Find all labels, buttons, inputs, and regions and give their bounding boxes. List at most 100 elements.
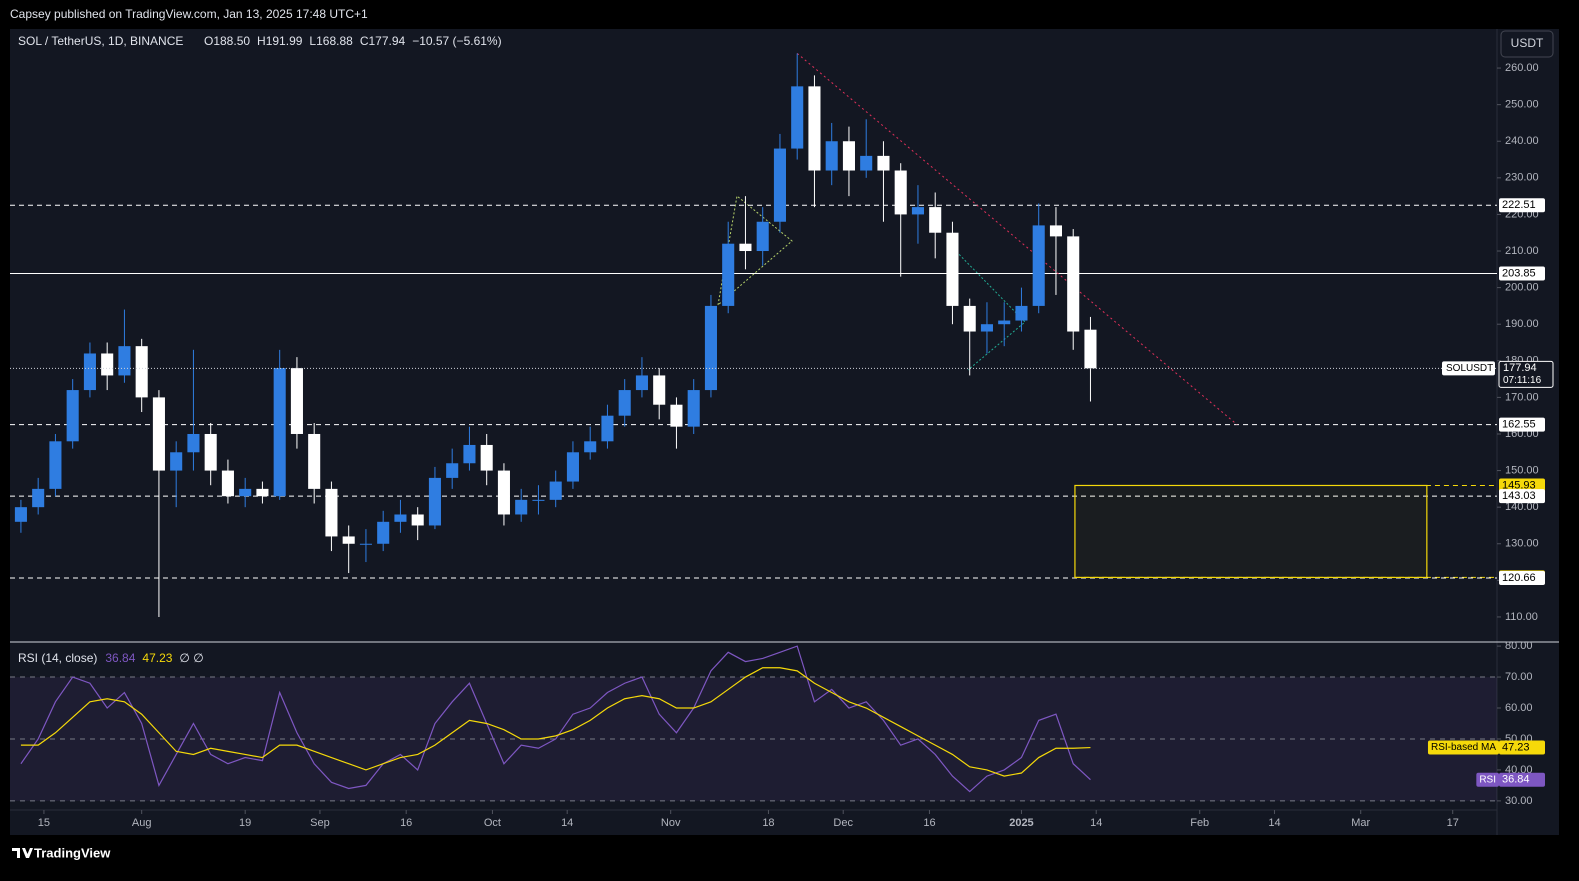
x-tick-label: 14 <box>1090 817 1102 829</box>
candle-body <box>256 488 269 497</box>
candle-body <box>687 390 700 427</box>
y-tick-label: 240.00 <box>1505 135 1539 147</box>
symbol: SOLUSDT <box>1446 363 1493 374</box>
indicator-value: 36.84 <box>105 651 135 665</box>
candle-body <box>394 514 407 522</box>
symbol-box <box>1442 361 1495 376</box>
level-label-box <box>1499 489 1545 504</box>
legend-value: H191.99 <box>257 34 303 48</box>
level-label: 162.55 <box>1502 419 1536 431</box>
level-label-box <box>1499 478 1545 493</box>
legend-value: −10.57 (−5.61%) <box>412 34 501 48</box>
candle-body <box>998 320 1011 325</box>
y-tick-label: 190.00 <box>1505 318 1539 330</box>
y-tick-label: 230.00 <box>1505 172 1539 184</box>
candle-body <box>1049 225 1062 237</box>
candle-body <box>825 141 838 171</box>
y-tick-label: 260.00 <box>1505 62 1539 74</box>
x-tick-label: 14 <box>561 817 573 829</box>
y-tick-label: 170.00 <box>1505 391 1539 403</box>
level-label-box <box>1499 570 1545 585</box>
level-label: 120.66 <box>1502 572 1536 584</box>
series-name: RSI <box>1479 774 1496 785</box>
currency: USDT <box>1511 36 1544 50</box>
candle-body <box>601 415 614 442</box>
series-value: 47.23 <box>1502 741 1530 753</box>
chart-title: SOL / TetherUS, 1D, BINANCE <box>18 34 183 48</box>
series-value-box <box>1499 772 1545 787</box>
candle-body <box>584 441 597 453</box>
candle-body <box>773 148 786 222</box>
x-tick-label: Feb <box>1190 817 1209 829</box>
y-tick-label: 210.00 <box>1505 245 1539 257</box>
candle-body <box>428 477 441 526</box>
x-tick-label: 15 <box>38 817 50 829</box>
candle-body <box>1084 329 1097 369</box>
indicator-value: 47.23 <box>142 651 172 665</box>
x-tick-label: 2025 <box>1009 817 1033 829</box>
y-tick-label: 130.00 <box>1505 538 1539 550</box>
candle-body <box>532 499 545 501</box>
series-name: RSI-based MA <box>1431 742 1496 753</box>
y-tick-label: 80.00 <box>1505 640 1533 652</box>
series-value: 36.84 <box>1502 774 1530 786</box>
x-tick-label: Aug <box>132 817 152 829</box>
candle-body <box>946 232 959 306</box>
candle-body <box>618 390 631 416</box>
legend-value: O188.50 <box>204 34 250 48</box>
x-tick-label: Nov <box>661 817 681 829</box>
candle-body <box>515 499 528 515</box>
x-tick-label: 16 <box>400 817 412 829</box>
candle-body <box>894 170 907 215</box>
y-tick-label: 150.00 <box>1505 464 1539 476</box>
brand-logo <box>12 848 33 858</box>
x-tick-label: 16 <box>923 817 935 829</box>
candle-body <box>66 390 79 442</box>
candle-body <box>635 375 648 391</box>
candle-body <box>170 452 183 471</box>
candle-body <box>1067 236 1080 332</box>
x-tick-label: Dec <box>833 817 853 829</box>
candle-body <box>221 470 234 497</box>
y-tick-label: 30.00 <box>1505 795 1533 807</box>
candle-body <box>497 470 510 515</box>
price-box <box>1498 360 1554 388</box>
candle-body <box>980 324 993 332</box>
series-line <box>20 645 1091 793</box>
level-label-box <box>1499 417 1545 432</box>
level-label: 222.51 <box>1502 199 1536 211</box>
x-tick-label: 14 <box>1268 817 1280 829</box>
candle-body <box>1015 305 1028 321</box>
candle-body <box>411 514 424 526</box>
y-tick-label: 140.00 <box>1505 501 1539 513</box>
currency-button[interactable] <box>1500 30 1554 58</box>
candle-body <box>135 346 148 398</box>
candle-body <box>152 397 165 471</box>
level-label: 203.85 <box>1502 267 1536 279</box>
level-label-box <box>1499 198 1545 213</box>
candle-body <box>83 353 96 391</box>
candle-body <box>32 488 45 508</box>
series-line <box>20 667 1091 777</box>
candle-body <box>566 452 579 482</box>
candle-body <box>756 221 769 252</box>
x-tick-label: Oct <box>484 817 501 829</box>
indicator-title: RSI (14, close) <box>18 651 97 665</box>
candle-body <box>273 368 286 497</box>
level-label: 145.93 <box>1502 479 1536 491</box>
level-label-box <box>1499 266 1545 281</box>
trendline <box>796 53 1238 426</box>
candle-body <box>963 305 976 332</box>
brand: TradingView <box>34 845 111 860</box>
candle-body <box>739 243 752 252</box>
x-tick-label: Sep <box>310 817 330 829</box>
y-tick-label: 200.00 <box>1505 282 1539 294</box>
candle-body <box>704 305 717 391</box>
candle-body <box>204 433 217 471</box>
y-tick-label: 250.00 <box>1505 99 1539 111</box>
series-name-box <box>1476 772 1499 787</box>
y-tick-label: 70.00 <box>1505 671 1533 683</box>
candle-body <box>187 433 200 453</box>
